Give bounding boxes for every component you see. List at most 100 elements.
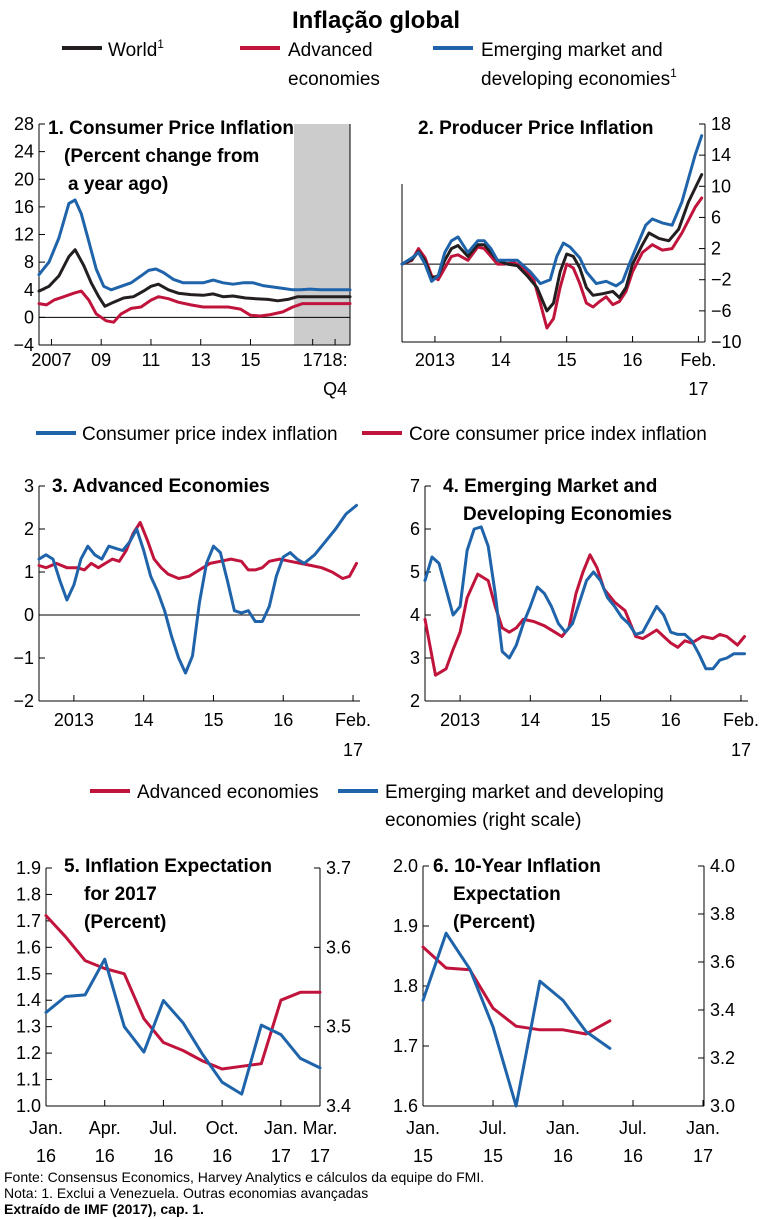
y-tick-label: 2 xyxy=(24,519,34,539)
x-tick-label: Feb. xyxy=(680,350,716,370)
figure-title: Inflação global xyxy=(292,7,460,34)
panel-title: 5. Inflation Expectation xyxy=(64,856,272,877)
extract-note: Extraído de IMF (2017), cap. 1. xyxy=(4,1201,204,1217)
y-tick-label: 28 xyxy=(14,114,34,134)
y-tick-label: −10 xyxy=(711,332,742,352)
y-tick-label: 4 xyxy=(24,280,34,300)
x-tick-label: Jan. xyxy=(406,1118,440,1138)
legend-bottom: Advanced economies Emerging market and d… xyxy=(90,782,664,831)
y-tick-label: 1.8 xyxy=(393,976,418,996)
x-tick-label: Jan. xyxy=(686,1118,720,1138)
x-tick-label: 15 xyxy=(240,350,260,370)
x-tick-label: Mar. xyxy=(302,1118,337,1138)
chart-p2: 18 14 10 6 2 −2 −6 −10 2013 14 15 16 Feb. 17 2. Produc… xyxy=(400,114,742,399)
y-tick-label: 1.6 xyxy=(393,1096,418,1116)
x-tick-label: 11 xyxy=(142,350,161,370)
panel-title: for 2017 xyxy=(84,884,157,905)
chart-p3: 3 2 1 0 −1 −2 2013 14 15 16 Feb. 17 3. Advanced Econ… xyxy=(13,476,371,760)
y2-tick-label: 3.6 xyxy=(326,937,351,957)
x-tick-sublabel: 17 xyxy=(731,740,751,760)
x-tick-sublabel: 17 xyxy=(688,379,708,399)
y-tick-label: 1 xyxy=(24,562,34,582)
chart-p5: 1.9 1.8 1.7 1.6 1.5 1.4 1.3 1.2 1.1 1.0 3.7 3.6 3.5 3… xyxy=(16,856,351,1166)
panel-title: Expectation xyxy=(453,884,561,905)
panel-title: 3. Advanced Economies xyxy=(52,476,270,497)
x-tick-label: 14 xyxy=(134,710,154,730)
y-tick-label: 5 xyxy=(410,562,420,582)
panel-title: 2. Producer Price Inflation xyxy=(418,118,653,139)
y2-tick-label: 3.0 xyxy=(710,1096,735,1116)
x-tick-sublabel: 17 xyxy=(310,1146,330,1166)
series-line-emerging xyxy=(421,931,612,1108)
y-tick-label: −2 xyxy=(13,691,34,711)
y2-tick-label: 3.7 xyxy=(326,858,351,878)
x-tick-label: 2013 xyxy=(415,350,455,370)
x-tick-label: Jul. xyxy=(479,1118,507,1138)
x-tick-label: Jan. xyxy=(29,1118,63,1138)
x-tick-label: Feb. xyxy=(335,710,371,730)
panel-title: Developing Economies xyxy=(463,504,672,525)
series-line-emerging xyxy=(37,503,358,675)
x-tick-label: Apr. xyxy=(89,1118,121,1138)
panel-title: (Percent change from xyxy=(64,146,259,167)
series-line-advanced xyxy=(44,914,322,1071)
y-tick-label: 1.0 xyxy=(16,1096,41,1116)
series-line-advanced xyxy=(400,196,704,330)
y-tick-label: 1.6 xyxy=(16,937,41,957)
x-tick-label: Jul. xyxy=(619,1118,647,1138)
legend-top: World1 Advanced economies Emerging marke… xyxy=(62,37,677,90)
legend-label-advanced-exp: Advanced economies xyxy=(137,782,319,803)
x-tick-label: 16 xyxy=(661,710,681,730)
y-tick-label: 1.2 xyxy=(16,1043,41,1063)
x-tick-sublabel: 16 xyxy=(36,1146,56,1166)
series-line-emerging xyxy=(400,134,704,288)
x-tick-sublabel: 16 xyxy=(553,1146,573,1166)
x-tick-label: 18: xyxy=(323,350,348,370)
x-tick-sublabel: Q4 xyxy=(323,379,347,399)
legend-label-advanced-1: Advanced xyxy=(288,40,373,61)
y-tick-label: 16 xyxy=(14,197,34,217)
x-tick-label: 16 xyxy=(623,350,643,370)
legend-label-cpi: Consumer price index inflation xyxy=(82,424,338,445)
x-tick-sublabel: 16 xyxy=(95,1146,115,1166)
x-tick-label: 15 xyxy=(591,710,611,730)
legend-label-emerging-exp-2: economies (right scale) xyxy=(385,810,581,831)
series-line-advanced xyxy=(37,289,352,324)
y2-tick-label: 3.4 xyxy=(326,1096,351,1116)
x-tick-sublabel: 17 xyxy=(693,1146,713,1166)
panel-title: 4. Emerging Market and xyxy=(443,476,657,497)
y-tick-label: −1 xyxy=(13,648,34,668)
y-tick-label: 3 xyxy=(24,476,34,496)
legend-label-emerging-2: developing economies1 xyxy=(481,66,677,90)
y-tick-label: 2 xyxy=(410,691,420,711)
y-tick-label: 2.0 xyxy=(393,856,418,876)
x-tick-label: 2013 xyxy=(54,710,94,730)
legend-mid: Consumer price index inflation Core cons… xyxy=(36,424,707,445)
y-tick-label: 12 xyxy=(14,225,34,245)
x-tick-sublabel: 16 xyxy=(153,1146,173,1166)
y-tick-label: 7 xyxy=(410,476,420,496)
y-tick-label: 24 xyxy=(14,142,34,162)
x-tick-label: 17 xyxy=(303,350,323,370)
y-tick-label: 4 xyxy=(410,605,420,625)
x-tick-label: 09 xyxy=(91,350,111,370)
series-line-advanced xyxy=(37,521,358,580)
panel-title: (Percent) xyxy=(453,912,535,933)
panel-title: 6. 10-Year Inflation xyxy=(433,856,601,877)
y2-tick-label: 4.0 xyxy=(710,856,735,876)
x-tick-label: 16 xyxy=(273,710,293,730)
legend-label-core-cpi: Core consumer price index inflation xyxy=(409,424,707,445)
legend-label-advanced-2: economies xyxy=(288,69,380,90)
x-tick-label: 14 xyxy=(520,710,540,730)
y-tick-label: 6 xyxy=(410,519,420,539)
chart-p4: 7 6 5 4 3 2 2013 14 15 16 Feb. 17 4. Emerging Market… xyxy=(410,476,759,760)
x-tick-label: Feb. xyxy=(723,710,759,730)
legend-label-world: World1 xyxy=(108,37,164,61)
legend-label-emerging-exp-1: Emerging market and developing xyxy=(385,782,664,803)
y2-tick-label: 3.5 xyxy=(326,1017,351,1037)
y-tick-label: −6 xyxy=(711,301,732,321)
panel-title: (Percent) xyxy=(84,912,166,933)
